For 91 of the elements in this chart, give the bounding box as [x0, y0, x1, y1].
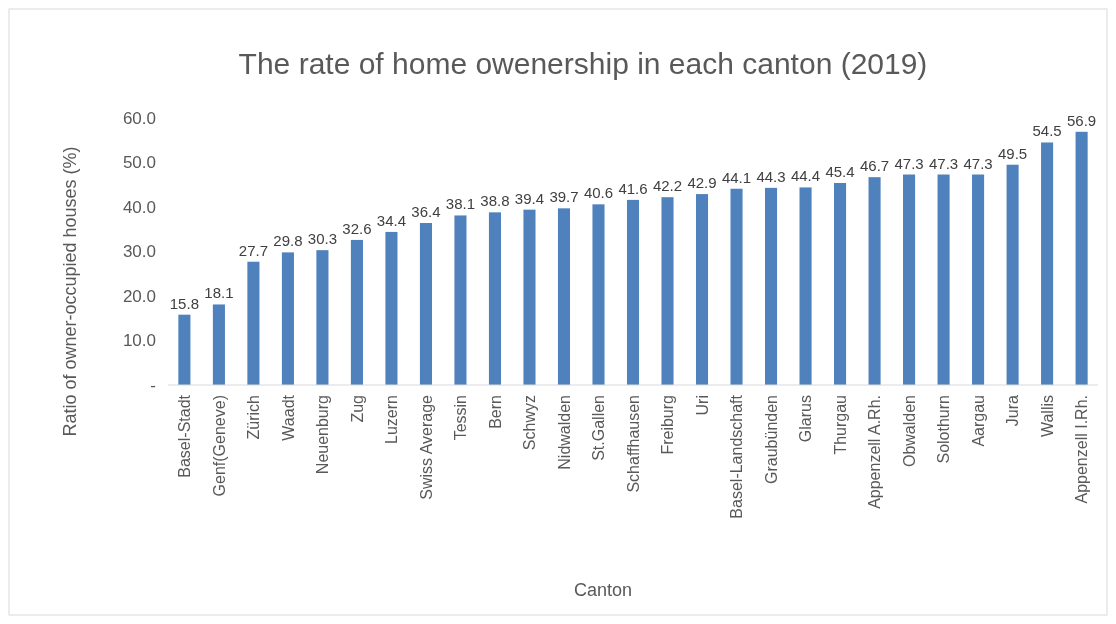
x-tick-label: Nidwalden [555, 395, 573, 470]
x-tick-label: Zürich [245, 395, 263, 440]
x-tick-label: Schaffhausen [624, 395, 642, 493]
x-tick-label: Appenzell A.Rh. [866, 395, 884, 509]
data-label: 47.3 [963, 154, 993, 172]
x-tick-label: Graubünden [762, 395, 780, 484]
x-tick-label: Appenzell I.Rh. [1073, 395, 1091, 504]
bar [695, 194, 709, 385]
data-label: 30.3 [307, 230, 338, 248]
bar [1075, 131, 1088, 385]
data-label: 32.6 [342, 219, 372, 237]
data-label: 41.6 [618, 179, 648, 197]
x-tick-label: St.Gallen [590, 395, 608, 461]
bar [454, 215, 467, 385]
bar [868, 177, 881, 385]
bar [1041, 142, 1054, 385]
data-label: 47.3 [894, 154, 924, 172]
data-label: 39.7 [549, 188, 579, 206]
x-tick-label: Luzern [383, 395, 401, 444]
bar [764, 187, 778, 385]
bar [937, 174, 950, 385]
y-tick-label: 10.0 [122, 331, 156, 351]
data-label: 27.7 [238, 241, 269, 259]
data-label: 54.5 [1032, 122, 1062, 140]
data-label: 40.6 [583, 184, 614, 202]
x-tick-label: Neuenburg [314, 395, 332, 475]
bar [523, 209, 536, 385]
bar [592, 204, 605, 385]
data-label: 45.4 [825, 162, 855, 180]
data-label: 34.4 [376, 211, 407, 229]
x-tick-label: Basel-Stadt [175, 394, 193, 478]
x-tick-label: Zug [348, 395, 366, 423]
bar [834, 182, 847, 385]
bar [385, 231, 398, 385]
data-label: 15.8 [169, 294, 199, 312]
x-tick-label: Swiss Average [417, 394, 435, 500]
x-tick-label: Aargau [969, 395, 987, 447]
y-tick-label: - [150, 375, 156, 395]
bar [419, 223, 432, 385]
y-axis-title: Ratio of owner-occupied houses (%) [60, 146, 80, 437]
x-tick-label: Basel-Landschaft [728, 394, 746, 519]
x-tick-label: Freiburg [659, 395, 677, 455]
x-tick-label: Thurgau [831, 395, 849, 455]
x-tick-label: Waadt [279, 394, 297, 441]
x-tick-label: Wallis [1038, 395, 1056, 438]
x-tick-label: Jura [1004, 394, 1022, 427]
data-label: 36.4 [411, 203, 441, 221]
x-tick-label: Uri [693, 395, 711, 416]
bar [350, 239, 363, 385]
bar [1006, 164, 1019, 385]
data-label: 56.9 [1067, 111, 1097, 129]
data-label: 39.4 [514, 189, 545, 207]
bar [178, 314, 191, 385]
y-tick-label: 60.0 [122, 108, 156, 128]
data-label: 42.2 [652, 177, 683, 195]
x-tick-label: Glarus [797, 395, 815, 443]
x-tick-label: Genf(Geneve) [210, 395, 228, 497]
data-label: 29.8 [273, 232, 303, 250]
bar [903, 174, 916, 385]
bar [626, 199, 640, 385]
bar [557, 208, 571, 385]
y-tick-label: 40.0 [122, 197, 156, 217]
bar [281, 252, 294, 385]
data-label: 46.7 [859, 157, 890, 175]
x-tick-label: Bern [486, 395, 504, 429]
data-label: 42.9 [687, 174, 717, 192]
data-label: 38.1 [445, 195, 476, 213]
data-label: 47.3 [928, 154, 959, 172]
data-label: 44.1 [721, 168, 752, 186]
x-tick-label: Tessin [452, 395, 470, 441]
bar [488, 212, 502, 385]
bar [730, 188, 743, 385]
data-label: 18.1 [204, 284, 234, 302]
bar [212, 304, 225, 385]
y-tick-label: 30.0 [122, 242, 156, 262]
y-tick-label: 50.0 [122, 153, 156, 173]
chart-title: The rate of home owenership in each canton (2019) [238, 47, 928, 80]
bar [799, 187, 812, 385]
x-tick-label: Schwyz [521, 395, 539, 451]
x-tick-label: Solothurn [935, 395, 953, 464]
bar [247, 261, 260, 385]
x-tick-label: Obwalden [900, 395, 918, 468]
data-label: 44.3 [756, 167, 786, 185]
bar [316, 250, 329, 385]
y-tick-label: 20.0 [122, 286, 156, 306]
data-label: 44.4 [790, 167, 821, 185]
bar [972, 174, 985, 385]
x-axis-title: Canton [573, 580, 633, 600]
data-label: 49.5 [997, 144, 1028, 162]
data-label: 38.8 [480, 192, 510, 210]
bar [661, 197, 674, 385]
